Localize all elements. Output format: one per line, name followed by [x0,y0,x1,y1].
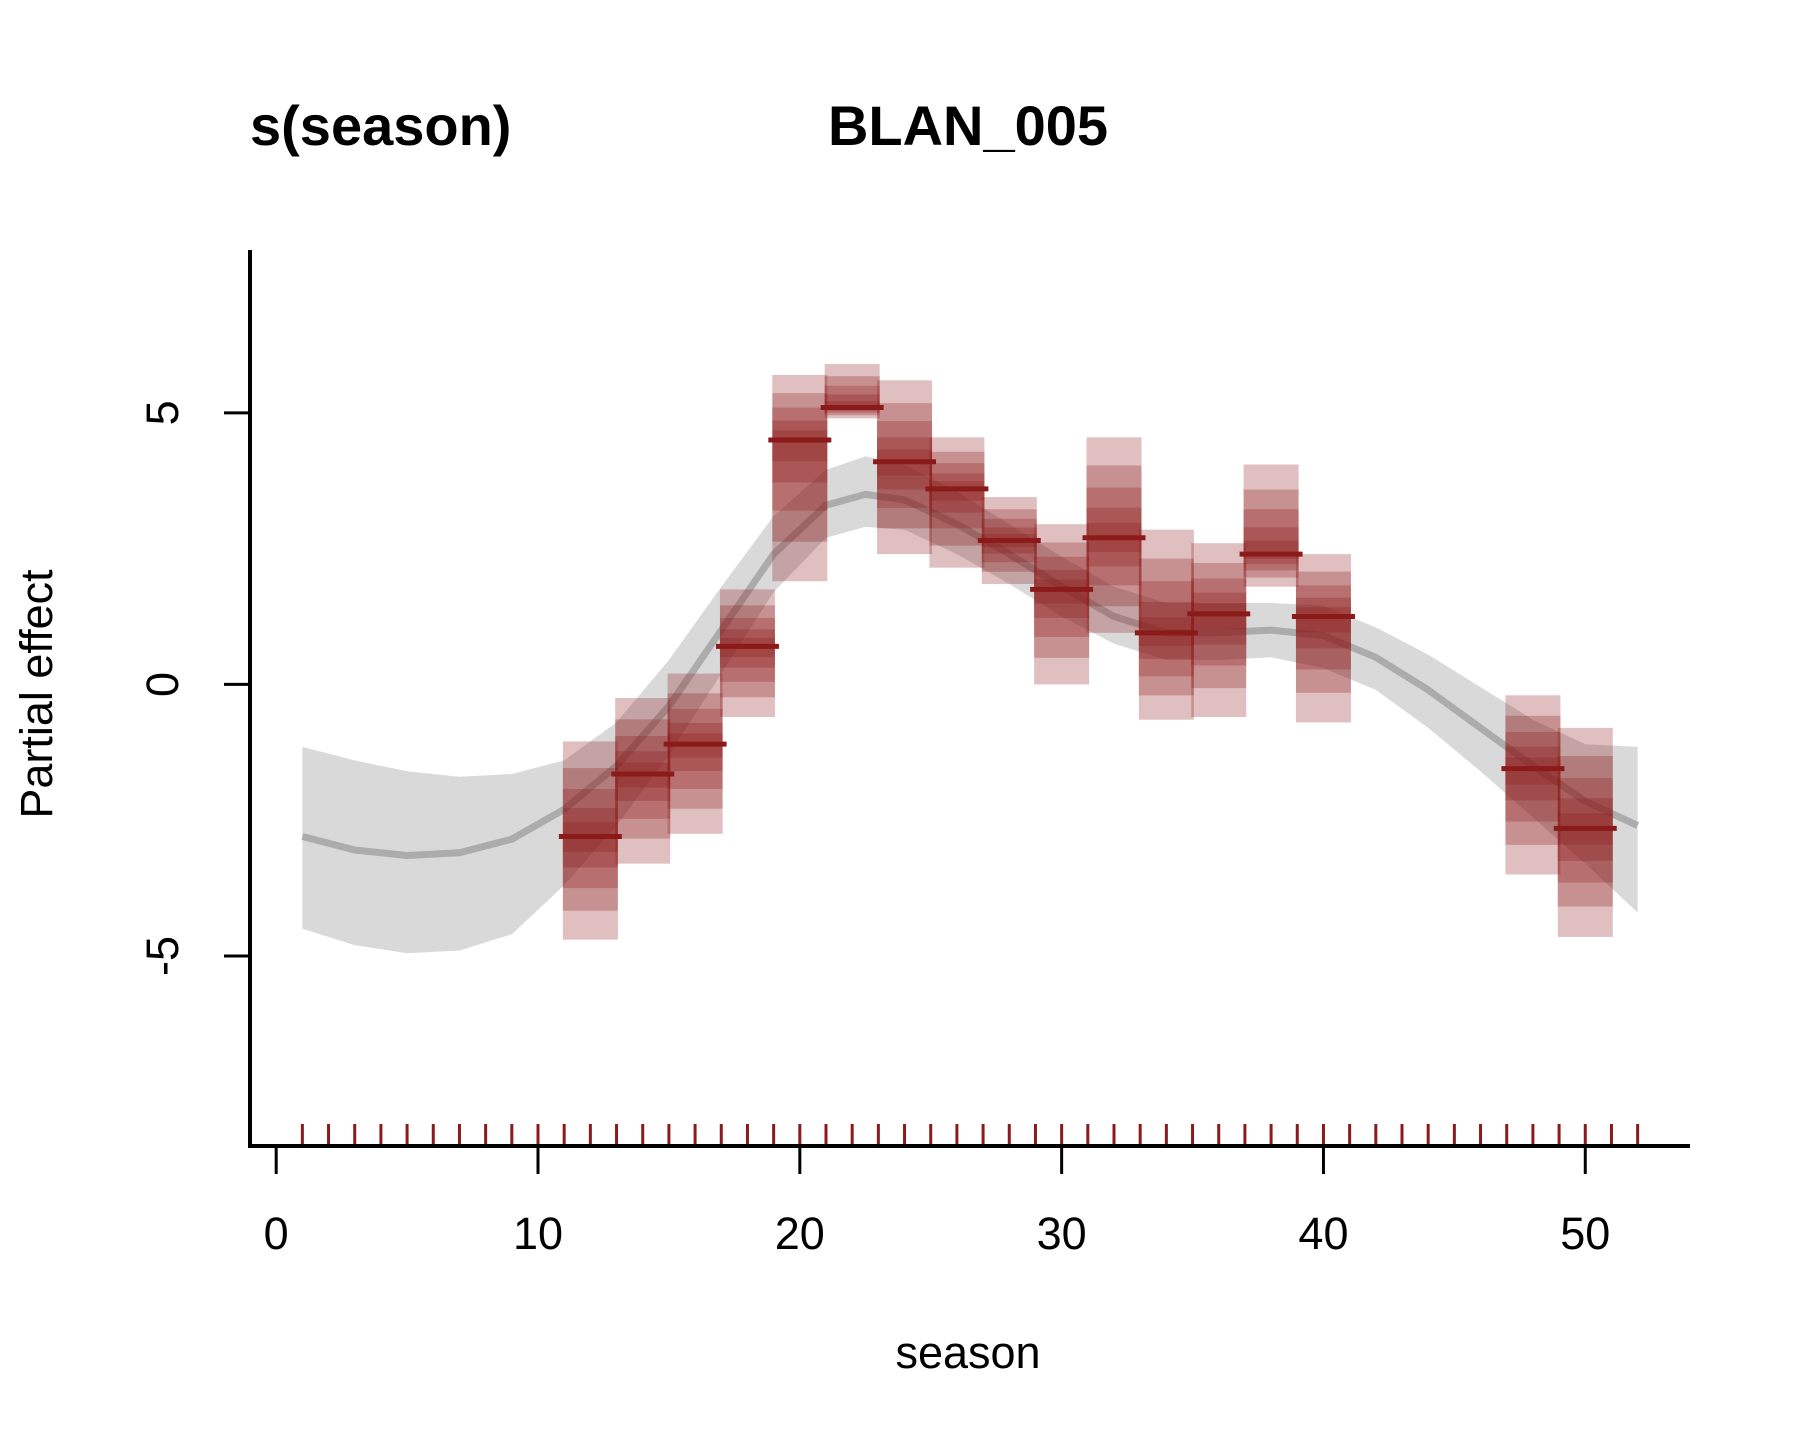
observation-quantile-band [1505,715,1561,845]
observation-quantile-band [1243,527,1299,564]
chart-subtitle: BLAN_005 [828,94,1108,157]
observation-quantile-band [1243,509,1299,571]
observation-quantile-band [1295,571,1351,693]
observation-quantile-band [1138,529,1194,720]
x-tick-label: 50 [1560,1208,1610,1259]
observation-quantile-band [1295,607,1351,633]
smooth-layer [301,456,1640,954]
observation-quantile-band [1138,558,1194,696]
y-tick-label: 5 [137,400,188,425]
observation-box [611,698,675,864]
observation-quantile-band [772,374,828,582]
observation-quantile-band [667,722,723,772]
x-axis-label: season [895,1327,1040,1378]
observation-quantile-band [929,437,985,568]
observation-quantile-band [772,393,828,542]
x-tick-label: 10 [513,1208,563,1259]
rug-layer [300,1124,1640,1146]
observation-quantile-band [1505,731,1561,822]
observation-quantile-band [877,380,933,555]
observation-quantile-band [772,407,828,511]
y-ticks: -5 0 5 [137,400,250,976]
observation-box [1134,529,1198,720]
observation-quantile-band [1034,542,1090,658]
observation-quantile-band [1505,695,1561,875]
observation-quantile-band [772,420,828,483]
observation-quantile-band [667,708,723,789]
observation-box [558,741,622,940]
observation-quantile-band [667,693,723,809]
x-ticks: 0 10 20 30 40 50 [264,1148,1610,1259]
observation-layer [558,364,1617,940]
observation-quantile-band [1191,563,1247,689]
smooth-line [301,490,1640,859]
observation-quantile-band [1191,592,1247,645]
observation-quantile-band [929,473,985,513]
observation-box [977,497,1041,584]
y-tick-label: -5 [137,936,188,976]
observation-quantile-band [1138,581,1194,677]
observation-quantile-band [1557,755,1613,907]
observation-quantile-band [719,589,775,718]
observation-box [1187,543,1251,718]
observation-quantile-band [667,673,723,834]
observation-box [1553,727,1617,937]
observation-quantile-band [562,741,618,940]
observation-quantile-band [615,698,671,864]
observation-box [1030,524,1094,685]
observation-quantile-band [929,463,985,529]
observation-quantile-band [615,719,671,839]
observation-quantile-band [877,421,933,508]
y-tick-label: 0 [137,672,188,697]
observation-quantile-band [615,736,671,819]
observation-quantile-band [562,768,618,911]
observation-quantile-band [719,617,775,682]
observation-box [1291,554,1355,723]
y-axis-label: Partial effect [11,569,62,819]
observation-quantile-band [1034,556,1090,637]
observation-quantile-band [877,403,933,529]
observation-quantile-band [1086,437,1142,633]
observation-quantile-band [929,451,985,546]
x-tick-label: 40 [1298,1208,1348,1259]
chart-title: s(season) [250,94,511,157]
observation-quantile-band [1191,578,1247,666]
smooth-confidence-band [302,456,1638,954]
observation-box [1082,437,1146,633]
observation-quantile-band [719,605,775,698]
observation-box [663,673,727,834]
observation-quantile-band [1295,585,1351,670]
observation-quantile-band [1243,464,1299,587]
x-tick-label: 0 [264,1208,289,1259]
observation-quantile-band [1243,489,1299,578]
observation-box [768,374,832,582]
x-tick-label: 30 [1037,1208,1087,1259]
observation-box [873,380,937,555]
observation-quantile-band [1191,543,1247,718]
observation-quantile-band [1295,554,1351,723]
observation-box [1501,695,1565,875]
observation-quantile-band [1505,746,1561,801]
observation-box [715,589,779,718]
observation-box [1239,464,1303,587]
observation-quantile-band [772,430,828,462]
observation-quantile-band [1295,597,1351,649]
observation-quantile-band [1034,569,1090,618]
x-tick-label: 20 [775,1208,825,1259]
observation-box [925,437,989,568]
observation-quantile-band [1557,727,1613,937]
observation-quantile-band [1034,524,1090,685]
observation-box [820,364,884,419]
